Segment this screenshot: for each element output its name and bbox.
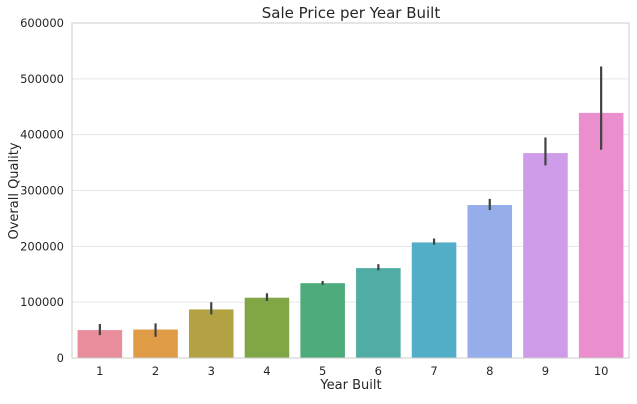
y-tick-label-6: 600000 xyxy=(20,16,64,30)
x-tick-label-9: 9 xyxy=(542,364,549,378)
y-tick-labels: 0 100000 200000 300000 400000 500000 600000 xyxy=(20,16,64,365)
bar-4 xyxy=(244,297,290,358)
x-axis-label: Year Built xyxy=(319,378,381,393)
bar-5 xyxy=(300,283,345,358)
y-tick-label-4: 400000 xyxy=(20,128,64,142)
x-tick-label-2: 2 xyxy=(152,364,159,378)
bar-9 xyxy=(523,153,568,358)
y-tick-label-1: 100000 xyxy=(20,295,64,309)
x-tick-label-8: 8 xyxy=(486,364,493,378)
x-tick-label-3: 3 xyxy=(208,364,215,378)
y-tick-label-0: 0 xyxy=(57,351,64,365)
x-tick-label-1: 1 xyxy=(96,364,103,378)
bars xyxy=(77,112,624,359)
x-tick-label-6: 6 xyxy=(375,364,382,378)
bar-10 xyxy=(578,112,624,359)
axes xyxy=(71,22,630,359)
bar-7 xyxy=(411,242,457,358)
y-tick-label-2: 200000 xyxy=(20,239,64,253)
y-axis-label: Overall Quality xyxy=(7,142,22,239)
y-tick-label-5: 500000 xyxy=(20,72,64,86)
error-bars xyxy=(98,66,603,337)
bar-8 xyxy=(467,205,513,358)
x-tick-label-4: 4 xyxy=(263,364,270,378)
bar-6 xyxy=(356,268,401,358)
bar-3 xyxy=(188,309,234,358)
plot-frame xyxy=(71,22,630,359)
x-tick-label-7: 7 xyxy=(430,364,437,378)
x-tick-label-10: 10 xyxy=(594,364,609,378)
x-tick-labels: 1 2 3 4 5 6 7 8 9 10 xyxy=(96,364,608,378)
chart-title: Sale Price per Year Built xyxy=(262,4,441,22)
y-tick-label-3: 300000 xyxy=(20,184,64,198)
x-tick-label-5: 5 xyxy=(319,364,326,378)
